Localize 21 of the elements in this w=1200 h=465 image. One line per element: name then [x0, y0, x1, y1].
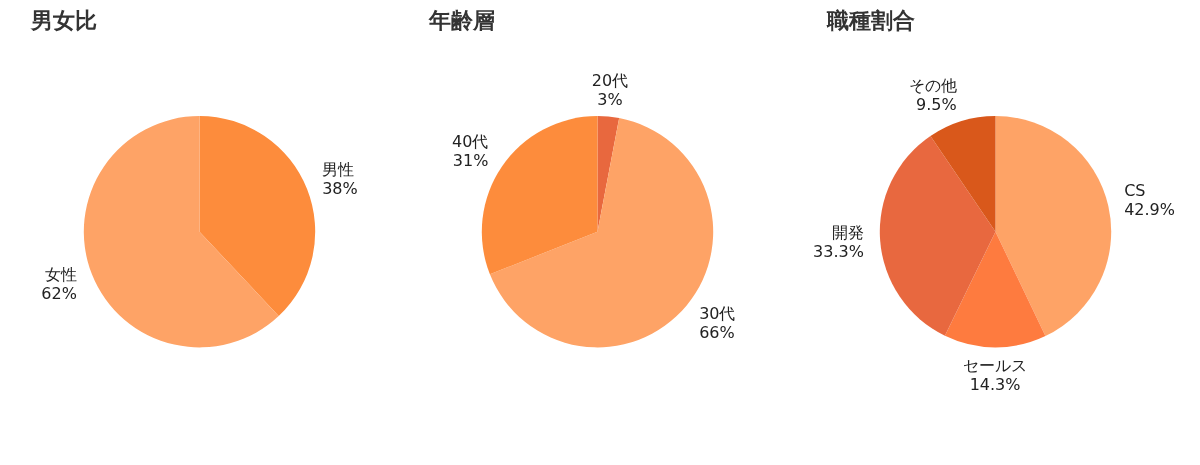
data-label: 9.5% [916, 95, 957, 115]
data-label: 33.3% [813, 242, 864, 262]
data-label: 42.9% [1124, 200, 1175, 220]
chart-title: 男女比 [29, 7, 97, 33]
slice-label: 40代 [452, 132, 489, 152]
slice-label: その他 [908, 76, 957, 96]
slice-label: セールス [963, 355, 1028, 375]
slice-label: 30代 [699, 303, 736, 323]
data-label: 62% [41, 284, 77, 304]
data-label: 38% [322, 179, 358, 199]
chart-title: 職種割合 [825, 7, 915, 33]
slice-label: 男性 [322, 160, 355, 180]
slice-label: CS [1124, 181, 1146, 201]
data-label: 66% [699, 322, 735, 342]
data-label: 3% [597, 89, 623, 109]
slice-label: 20代 [591, 70, 629, 90]
slice-label: 女性 [44, 265, 77, 285]
slice-label: 開発 [831, 223, 864, 243]
chart-title: 年齢層 [427, 7, 495, 33]
data-label: 14.3% [969, 374, 1021, 394]
data-label: 31% [452, 151, 489, 171]
